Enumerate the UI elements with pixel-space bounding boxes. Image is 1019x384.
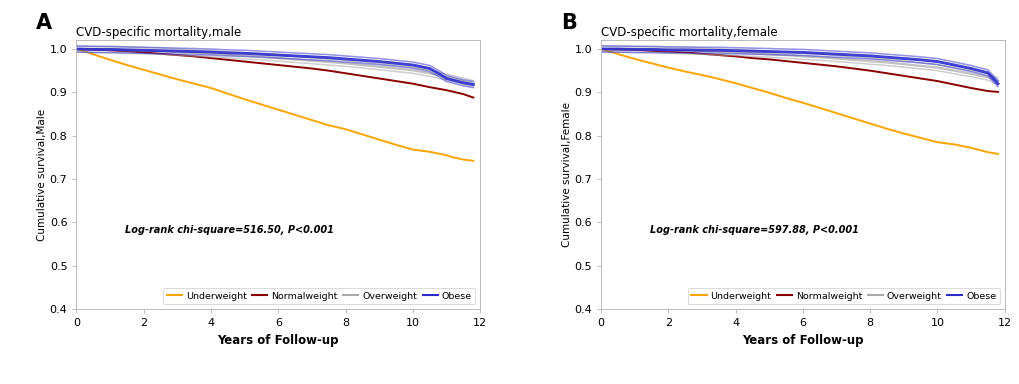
Text: Log-rank chi-square=597.88, P<0.001: Log-rank chi-square=597.88, P<0.001 <box>649 225 858 235</box>
Text: CVD-specific mortality,male: CVD-specific mortality,male <box>76 26 242 39</box>
Y-axis label: Cumulative survival,Male: Cumulative survival,Male <box>37 109 47 241</box>
Text: B: B <box>560 13 576 33</box>
Legend: Underweight, Normalweight, Overweight, Obese: Underweight, Normalweight, Overweight, O… <box>163 288 475 305</box>
Text: CVD-specific mortality,female: CVD-specific mortality,female <box>600 26 777 39</box>
Y-axis label: Cumulative survival,Female: Cumulative survival,Female <box>561 102 571 247</box>
Text: Log-rank chi-square=516.50, P<0.001: Log-rank chi-square=516.50, P<0.001 <box>124 225 333 235</box>
Text: A: A <box>36 13 52 33</box>
Legend: Underweight, Normalweight, Overweight, Obese: Underweight, Normalweight, Overweight, O… <box>687 288 999 305</box>
X-axis label: Years of Follow-up: Years of Follow-up <box>217 334 338 347</box>
X-axis label: Years of Follow-up: Years of Follow-up <box>742 334 863 347</box>
